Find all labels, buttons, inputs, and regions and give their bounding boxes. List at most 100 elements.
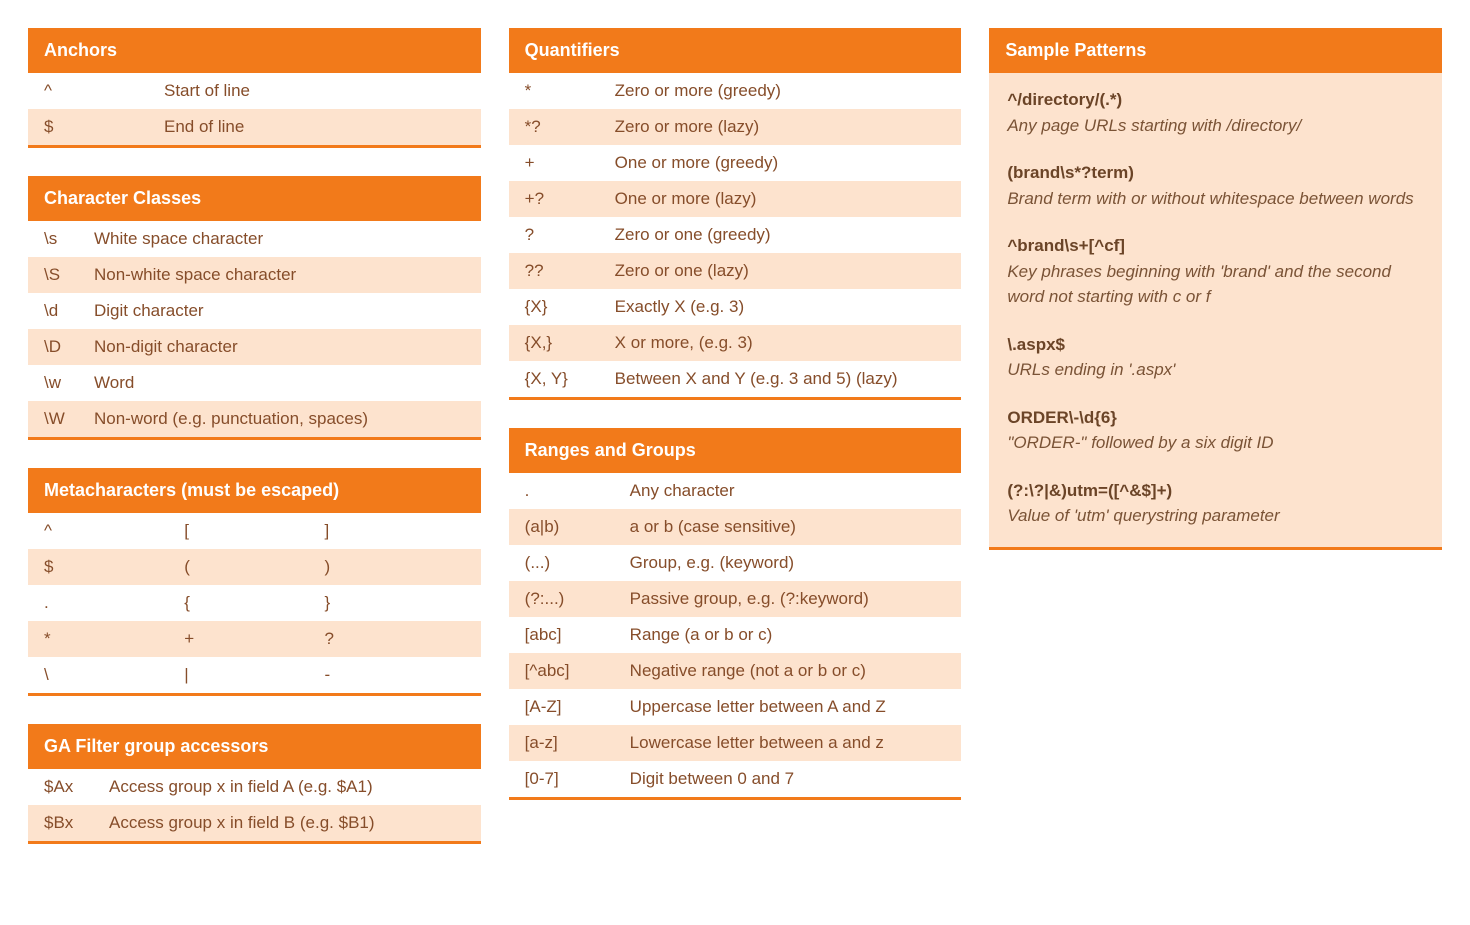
- metachar-cell: $: [44, 557, 184, 577]
- quantifier-symbol: +?: [525, 189, 615, 209]
- metachar-cell: \: [44, 665, 184, 685]
- card-sample-patterns: Sample Patterns ^/directory/(.*) Any pag…: [989, 28, 1442, 550]
- ga-row: $BxAccess group x in field B (e.g. $B1): [28, 805, 481, 841]
- quantifier-row: {X}Exactly X (e.g. 3): [509, 289, 962, 325]
- range-desc: Negative range (not a or b or c): [630, 661, 866, 681]
- anchors-desc: End of line: [164, 117, 244, 137]
- quantifier-symbol: +: [525, 153, 615, 173]
- range-row: [0-7]Digit between 0 and 7: [509, 761, 962, 797]
- range-desc: Uppercase letter between A and Z: [630, 697, 886, 717]
- char-class-row: \wWord: [28, 365, 481, 401]
- char-class-desc: Non-digit character: [94, 337, 238, 357]
- range-symbol: [A-Z]: [525, 697, 630, 717]
- range-symbol: [abc]: [525, 625, 630, 645]
- ga-row: $AxAccess group x in field A (e.g. $A1): [28, 769, 481, 805]
- range-desc: Lowercase letter between a and z: [630, 733, 884, 753]
- quantifier-symbol: *: [525, 81, 615, 101]
- quantifier-row: {X, Y}Between X and Y (e.g. 3 and 5) (la…: [509, 361, 962, 397]
- range-row: [A-Z]Uppercase letter between A and Z: [509, 689, 962, 725]
- card-character-classes: Character Classes \sWhite space characte…: [28, 176, 481, 440]
- range-symbol: [0-7]: [525, 769, 630, 789]
- range-symbol: (...): [525, 553, 630, 573]
- range-symbol: (a|b): [525, 517, 630, 537]
- sample-pattern: (?:\?|&)utm=([^&$]+): [1007, 478, 1424, 504]
- quantifier-row: *?Zero or more (lazy): [509, 109, 962, 145]
- char-class-desc: White space character: [94, 229, 263, 249]
- ga-symbol: $Bx: [44, 813, 109, 833]
- sample-desc: URLs ending in '.aspx': [1007, 357, 1424, 383]
- sample-desc: Key phrases beginning with 'brand' and t…: [1007, 259, 1424, 310]
- range-row: .Any character: [509, 473, 962, 509]
- sample-item: ^/directory/(.*) Any page URLs starting …: [1007, 87, 1424, 138]
- char-class-symbol: \d: [44, 301, 94, 321]
- metachar-cell: +: [184, 629, 324, 649]
- card-header-character-classes: Character Classes: [28, 176, 481, 221]
- range-desc: a or b (case sensitive): [630, 517, 796, 537]
- quantifier-desc: Between X and Y (e.g. 3 and 5) (lazy): [615, 369, 898, 389]
- metachar-cell: ]: [324, 521, 464, 541]
- quantifier-desc: One or more (greedy): [615, 153, 778, 173]
- quantifier-row: *Zero or more (greedy): [509, 73, 962, 109]
- range-symbol: .: [525, 481, 630, 501]
- metachar-cell: *: [44, 629, 184, 649]
- range-row: (?:...)Passive group, e.g. (?:keyword): [509, 581, 962, 617]
- range-row: [abc]Range (a or b or c): [509, 617, 962, 653]
- quantifier-row: {X,}X or more, (e.g. 3): [509, 325, 962, 361]
- quantifier-row: +?One or more (lazy): [509, 181, 962, 217]
- ga-symbol: $Ax: [44, 777, 109, 797]
- ga-desc: Access group x in field A (e.g. $A1): [109, 777, 373, 797]
- sample-item: ORDER\-\d{6} "ORDER-" followed by a six …: [1007, 405, 1424, 456]
- char-class-row: \WNon-word (e.g. punctuation, spaces): [28, 401, 481, 437]
- sample-item: ^brand\s+[^cf] Key phrases beginning wit…: [1007, 233, 1424, 310]
- range-desc: Digit between 0 and 7: [630, 769, 794, 789]
- sample-item: (?:\?|&)utm=([^&$]+) Value of 'utm' quer…: [1007, 478, 1424, 529]
- sample-item: \.aspx$ URLs ending in '.aspx': [1007, 332, 1424, 383]
- metachar-cell: ^: [44, 521, 184, 541]
- quantifier-symbol: ?: [525, 225, 615, 245]
- metachar-cell: (: [184, 557, 324, 577]
- quantifier-desc: One or more (lazy): [615, 189, 757, 209]
- metachar-cell: |: [184, 665, 324, 685]
- card-header-ranges: Ranges and Groups: [509, 428, 962, 473]
- sample-desc: Any page URLs starting with /directory/: [1007, 113, 1424, 139]
- sample-desc: Brand term with or without whitespace be…: [1007, 186, 1424, 212]
- card-quantifiers: Quantifiers *Zero or more (greedy) *?Zer…: [509, 28, 962, 400]
- quantifier-symbol: {X}: [525, 297, 615, 317]
- anchors-row: $End of line: [28, 109, 481, 145]
- char-class-symbol: \S: [44, 265, 94, 285]
- sample-desc: Value of 'utm' querystring parameter: [1007, 503, 1424, 529]
- char-class-row: \SNon-white space character: [28, 257, 481, 293]
- card-header-anchors: Anchors: [28, 28, 481, 73]
- metachar-row: .{}: [28, 585, 481, 621]
- char-class-row: \dDigit character: [28, 293, 481, 329]
- metachar-cell: ): [324, 557, 464, 577]
- quantifier-row: +One or more (greedy): [509, 145, 962, 181]
- sample-pattern: (brand\s*?term): [1007, 160, 1424, 186]
- quantifier-symbol: ??: [525, 261, 615, 281]
- metachar-cell: {: [184, 593, 324, 613]
- sample-pattern: ^brand\s+[^cf]: [1007, 233, 1424, 259]
- range-row: [^abc]Negative range (not a or b or c): [509, 653, 962, 689]
- char-class-symbol: \w: [44, 373, 94, 393]
- metachar-cell: [: [184, 521, 324, 541]
- quantifier-symbol: {X,}: [525, 333, 615, 353]
- range-row: (...)Group, e.g. (keyword): [509, 545, 962, 581]
- sample-desc: "ORDER-" followed by a six digit ID: [1007, 430, 1424, 456]
- quantifier-row: ??Zero or one (lazy): [509, 253, 962, 289]
- metachar-cell: -: [324, 665, 464, 685]
- sample-pattern: ORDER\-\d{6}: [1007, 405, 1424, 431]
- sample-pattern: \.aspx$: [1007, 332, 1424, 358]
- quantifier-symbol: *?: [525, 117, 615, 137]
- range-row: [a-z]Lowercase letter between a and z: [509, 725, 962, 761]
- card-header-ga-accessors: GA Filter group accessors: [28, 724, 481, 769]
- column-3: Sample Patterns ^/directory/(.*) Any pag…: [989, 28, 1442, 844]
- char-class-row: \sWhite space character: [28, 221, 481, 257]
- sample-item: (brand\s*?term) Brand term with or witho…: [1007, 160, 1424, 211]
- card-ranges: Ranges and Groups .Any character (a|b)a …: [509, 428, 962, 800]
- metachar-row: $(): [28, 549, 481, 585]
- card-anchors: Anchors ^Start of line $End of line: [28, 28, 481, 148]
- char-class-symbol: \s: [44, 229, 94, 249]
- char-class-row: \DNon-digit character: [28, 329, 481, 365]
- card-header-metacharacters: Metacharacters (must be escaped): [28, 468, 481, 513]
- metachar-row: ^[]: [28, 513, 481, 549]
